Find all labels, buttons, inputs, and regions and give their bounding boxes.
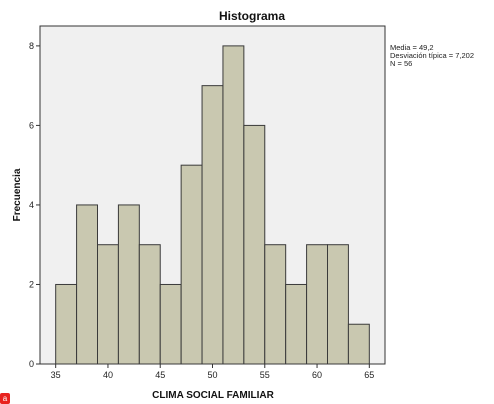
x-axis-title: CLIMA SOCIAL FAMILIAR (152, 390, 274, 401)
histogram-bar-11 (285, 283, 308, 365)
histogram-bar-0 (55, 283, 78, 365)
y-tick-label-4: 8 (29, 41, 34, 51)
x-axis: 35 40 45 50 55 60 65 (51, 364, 374, 380)
stat-media: Media = 49,2 (390, 43, 434, 52)
y-tick-label-2: 4 (29, 200, 34, 210)
y-axis: 0 2 4 6 8 (29, 41, 40, 369)
y-tick-label-0: 0 (29, 359, 34, 369)
y-axis-title: Frecuencia (12, 168, 23, 221)
stat-desviacion: Desviación típica = 7,202 (390, 51, 474, 60)
stat-n: N = 56 (390, 59, 412, 68)
y-tick-label-3: 6 (29, 120, 34, 130)
histogram-bar-1 (76, 204, 99, 365)
bars-group (55, 45, 370, 365)
chart-title: Histograma (219, 9, 285, 23)
x-tick-label-3: 50 (207, 370, 217, 380)
y-tick-label-1: 2 (29, 279, 34, 289)
x-tick-label-4: 55 (260, 370, 270, 380)
histogram-bar-14 (347, 323, 370, 365)
histogram-bar-10 (264, 244, 287, 365)
histogram-bar-13 (327, 244, 349, 365)
histogram-bar-8 (222, 45, 245, 365)
histogram-bar-4 (138, 244, 161, 365)
x-tick-label-1: 40 (103, 370, 113, 380)
histogram-bar-7 (201, 85, 224, 365)
x-tick-label-6: 65 (364, 370, 374, 380)
x-tick-label-0: 35 (51, 370, 61, 380)
corner-badge-icon: a (0, 393, 10, 404)
x-tick-label-5: 60 (312, 370, 322, 380)
histogram-bar-12 (306, 244, 329, 365)
histogram-bar-6 (180, 164, 203, 365)
histogram-bar-5 (159, 283, 182, 365)
x-tick-label-2: 45 (155, 370, 165, 380)
histogram-bar-2 (97, 244, 119, 365)
histogram-bar-9 (243, 124, 266, 365)
histogram-bar-3 (117, 204, 140, 365)
